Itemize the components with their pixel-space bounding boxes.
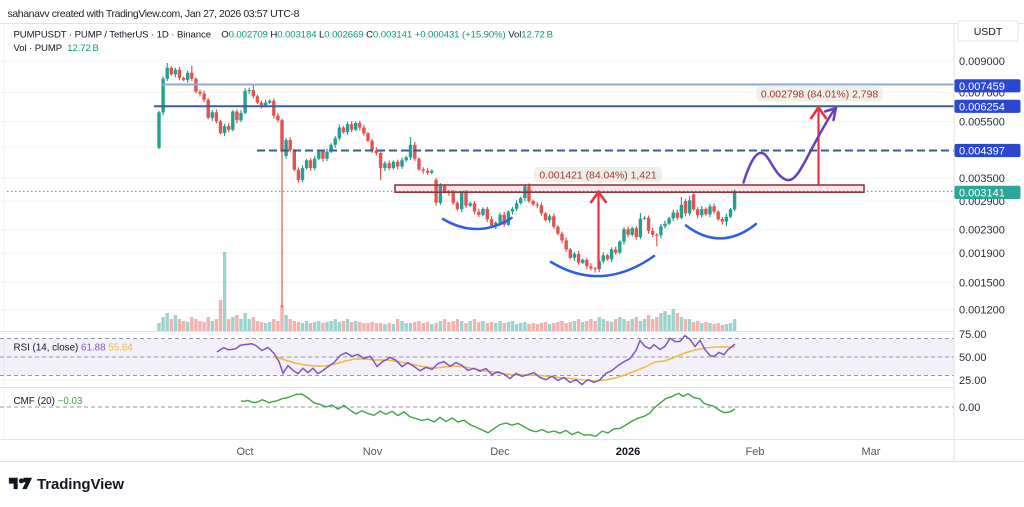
svg-text:0.001200: 0.001200 xyxy=(959,305,1005,317)
svg-text:0.005500: 0.005500 xyxy=(959,117,1005,129)
svg-text:50.00: 50.00 xyxy=(959,352,987,364)
svg-text:Feb: Feb xyxy=(746,446,765,458)
svg-text:0.009000: 0.009000 xyxy=(959,56,1005,68)
svg-text:25.00: 25.00 xyxy=(959,375,987,387)
svg-text:0.00: 0.00 xyxy=(959,402,980,414)
svg-text:Vol · PUMP 12.72 B: Vol · PUMP 12.72 B xyxy=(14,43,99,54)
svg-text:0.006254: 0.006254 xyxy=(959,101,1005,113)
svg-text:RSI (14, close) 61.88 55.64: RSI (14, close) 61.88 55.64 xyxy=(14,343,134,354)
svg-text:0.001421 (84.04%) 1,421: 0.001421 (84.04%) 1,421 xyxy=(539,171,656,182)
svg-text:TradingView: TradingView xyxy=(37,476,124,493)
svg-text:PUMPUSDT · PUMP / TetherUS · 1: PUMPUSDT · PUMP / TetherUS · 1D · Binanc… xyxy=(14,30,553,41)
svg-text:0.002300: 0.002300 xyxy=(959,225,1005,237)
svg-text:0.003500: 0.003500 xyxy=(959,173,1005,185)
svg-text:sahanavv created with TradingV: sahanavv created with TradingView.com, J… xyxy=(8,8,300,20)
svg-text:0.001900: 0.001900 xyxy=(959,248,1005,260)
svg-text:0.001500: 0.001500 xyxy=(959,278,1005,290)
svg-text:USDT: USDT xyxy=(974,26,1003,38)
svg-text:75.00: 75.00 xyxy=(959,329,987,341)
svg-text:Mar: Mar xyxy=(862,446,881,458)
svg-text:0.003141: 0.003141 xyxy=(959,187,1005,199)
svg-text:2026: 2026 xyxy=(616,446,640,458)
svg-text:Dec: Dec xyxy=(490,446,510,458)
svg-text:CMF (20) −0.03: CMF (20) −0.03 xyxy=(14,396,83,407)
svg-text:0.004397: 0.004397 xyxy=(959,146,1005,158)
svg-text:Nov: Nov xyxy=(363,446,383,458)
svg-text:0.007459: 0.007459 xyxy=(959,81,1005,93)
svg-text:0.002798 (84.01%) 2,798: 0.002798 (84.01%) 2,798 xyxy=(761,90,878,101)
svg-text:Oct: Oct xyxy=(236,446,253,458)
